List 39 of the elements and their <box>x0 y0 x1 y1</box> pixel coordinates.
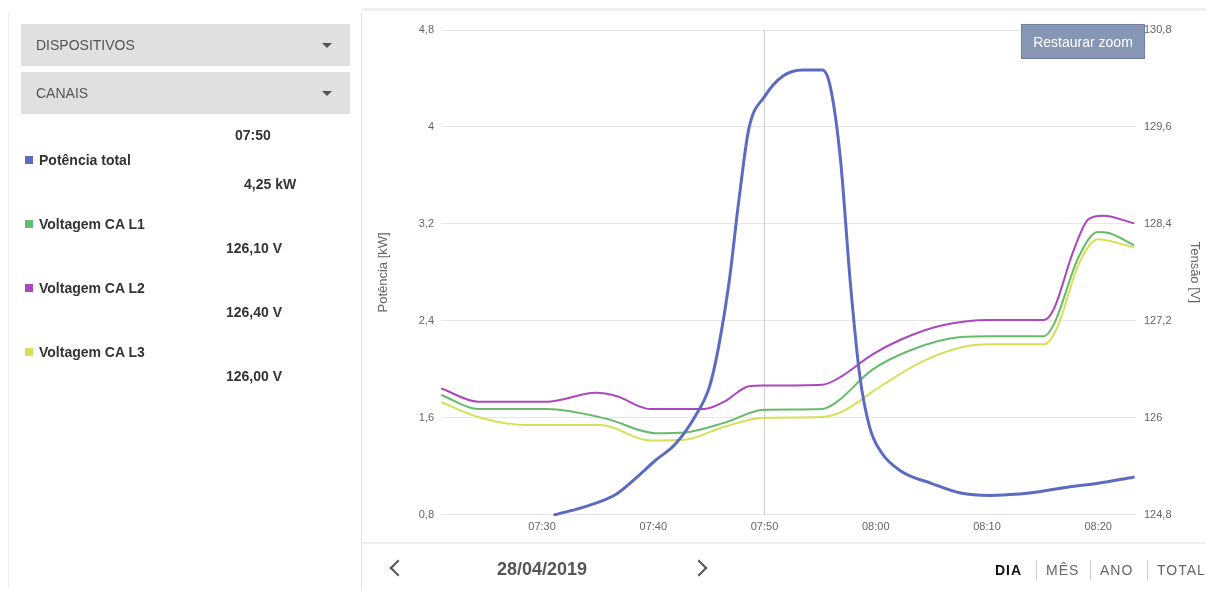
annotation: Restaurar zoom <box>1021 24 1145 59</box>
text: 07:50 <box>235 127 271 143</box>
y-tick-label: 2,4 <box>418 313 434 326</box>
y2-tick-label: 127,2 <box>1144 313 1172 326</box>
legend-label: Voltagem CA L1 <box>39 216 145 232</box>
y2-axis-title: Tensão [V] <box>1187 241 1203 304</box>
legend-label: Potência total <box>39 152 131 168</box>
y2-tick-label: 124,8 <box>1144 507 1172 520</box>
text: 126,40 V <box>226 304 283 320</box>
text: CANAIS <box>21 72 350 114</box>
y-tick-label: 4 <box>427 119 434 132</box>
x-tick-label: 08:20 <box>1084 520 1112 533</box>
x-tick-label: 08:00 <box>861 520 890 533</box>
y-tick-label: 4,8 <box>418 23 434 36</box>
y2-tick-label: 128,4 <box>1144 216 1172 229</box>
text: DISPOSITIVOS <box>21 24 350 66</box>
y2-tick-label: 130,8 <box>1144 23 1172 36</box>
line-series <box>553 68 1135 517</box>
x-tick-label: 08:10 <box>973 520 1001 533</box>
y-tick-label: 0,8 <box>418 507 434 520</box>
y-tick-label: 3,2 <box>418 216 434 229</box>
text: ANO <box>1100 562 1134 578</box>
y-tick-label: 1,6 <box>418 410 434 423</box>
legend-label: Voltagem CA L3 <box>39 344 145 360</box>
text: DIA <box>995 562 1023 578</box>
x-tick-label: 07:30 <box>528 520 556 533</box>
text: 126,10 V <box>226 240 283 256</box>
text: 126,00 V <box>226 368 283 384</box>
text: MÊS <box>1046 562 1080 578</box>
x-tick-label: 07:50 <box>750 520 779 533</box>
line-series <box>441 214 1135 410</box>
x-tick-label: 07:40 <box>639 520 668 533</box>
legend-label: Voltagem CA L2 <box>39 280 145 296</box>
y2-tick-label: 126 <box>1144 410 1163 423</box>
text: 28/04/2019 <box>497 559 588 580</box>
text: 4,25 kW <box>244 176 297 192</box>
text: TOTAL <box>1157 562 1206 578</box>
y2-tick-label: 129,6 <box>1144 119 1172 132</box>
y-axis-title: Potência [kW] <box>375 232 391 313</box>
